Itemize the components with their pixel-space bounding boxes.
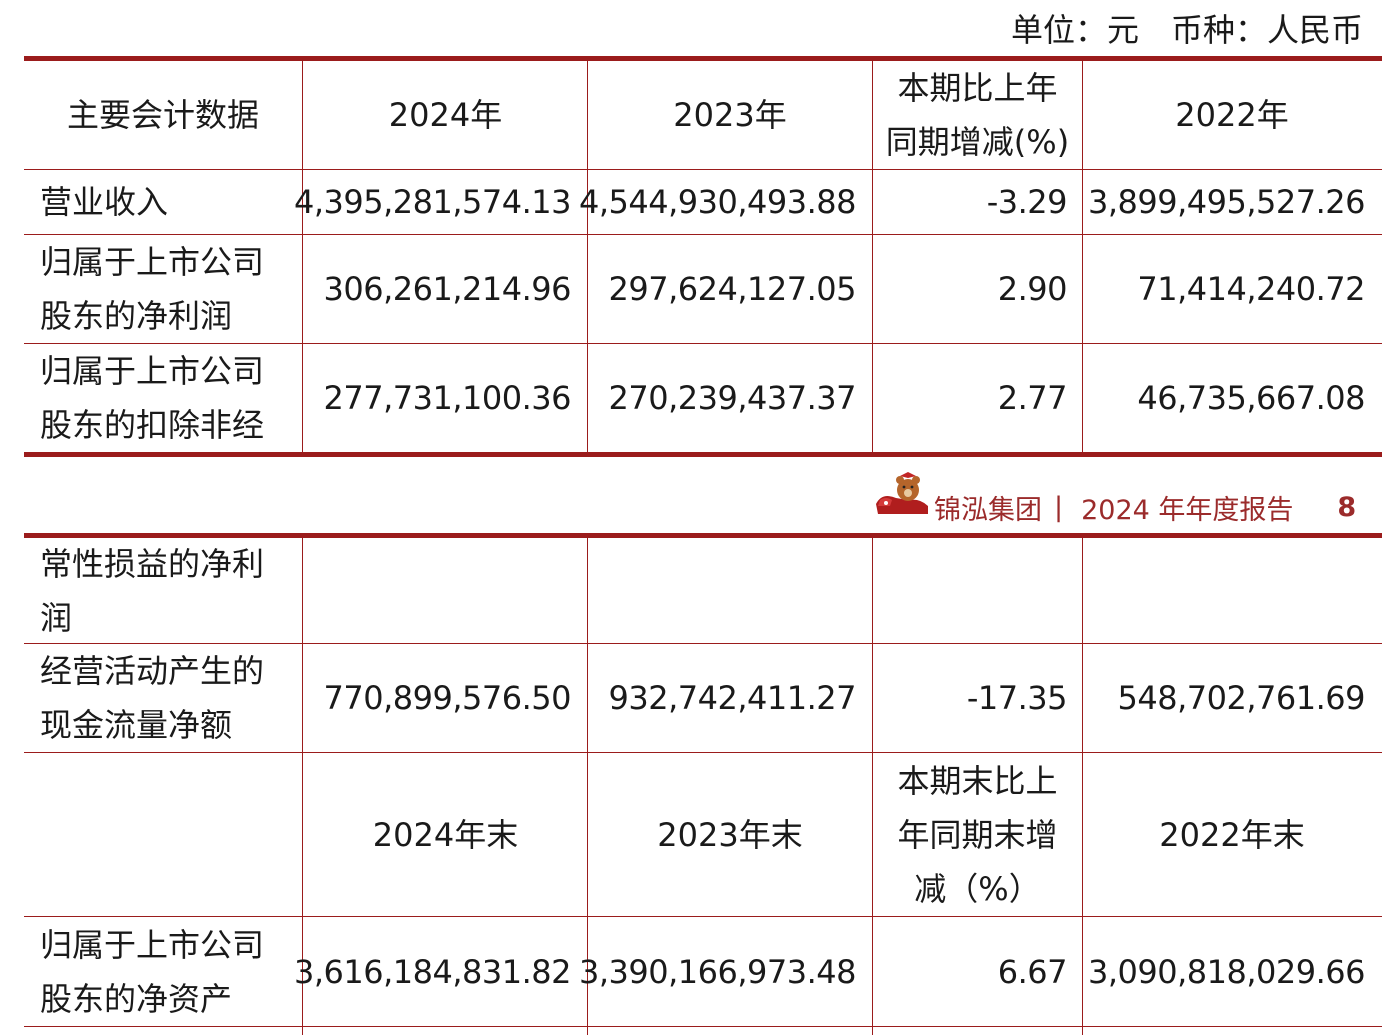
- revenue-2024: 4,395,281,574.13: [294, 183, 572, 221]
- net-assets-2022: 3,090,818,029.66: [1088, 952, 1366, 991]
- deducted-profit-2024: 277,731,100.36: [323, 379, 572, 417]
- deducted-profit-2023: 270,239,437.37: [608, 379, 857, 417]
- table-top-rule: [24, 533, 1382, 538]
- row-divider: [24, 643, 1382, 644]
- table-top-rule: [24, 56, 1382, 61]
- row-divider: [24, 752, 1382, 753]
- revenue-change: -3.29: [986, 183, 1068, 221]
- footer-report-title: 2024 年年度报告: [1081, 494, 1294, 526]
- net-assets-change: 6.67: [997, 952, 1068, 991]
- row-label-deducted-net-profit: 归属于上市公司 股东的扣除非经: [40, 352, 265, 444]
- footer-company: 锦泓集团: [934, 494, 1042, 526]
- column-divider: [302, 61, 303, 452]
- page-footer: 锦泓集团 | 2024 年年度报告 8: [934, 484, 1356, 530]
- row-divider: [24, 1026, 1382, 1027]
- row-label-net-assets: 归属于上市公司 股东的净资产: [40, 925, 265, 1018]
- cash-flow-2023: 932,742,411.27: [608, 679, 857, 717]
- net-assets-2024: 3,616,184,831.82: [294, 952, 572, 991]
- deducted-profit-change: 2.77: [997, 379, 1068, 417]
- net-profit-2022: 71,414,240.72: [1137, 270, 1365, 308]
- unit-currency-note: 单位：元 币种：人民币: [1010, 11, 1363, 49]
- cash-flow-2024: 770,899,576.50: [323, 679, 572, 717]
- row-label-deducted-continued: 常性损益的净利润: [40, 544, 265, 637]
- header-2024: 2024年: [388, 96, 503, 134]
- table-bottom-rule: [24, 452, 1382, 457]
- cash-flow-2022: 548,702,761.69: [1117, 679, 1366, 717]
- row-label-operating-cash-flow: 经营活动产生的 现金流量净额: [40, 652, 265, 744]
- header-2024-end: 2024年末: [372, 815, 519, 854]
- cash-flow-change: -17.35: [966, 679, 1068, 717]
- net-profit-2023: 297,624,127.05: [608, 270, 857, 308]
- column-divider: [872, 538, 873, 1035]
- column-divider: [302, 538, 303, 1035]
- header-2023-end: 2023年末: [657, 815, 803, 854]
- column-divider: [872, 61, 873, 452]
- header-2022: 2022年: [1175, 96, 1289, 134]
- column-divider: [587, 538, 588, 1035]
- header-main-data: 主要会计数据: [66, 96, 259, 134]
- net-assets-2023: 3,390,166,973.48: [579, 952, 857, 991]
- row-label-revenue: 营业收入: [40, 183, 169, 221]
- row-label-net-profit: 归属于上市公司 股东的净利润: [40, 243, 265, 335]
- column-divider: [587, 61, 588, 452]
- header-2023: 2023年: [673, 96, 787, 134]
- page-number: 8: [1337, 491, 1357, 523]
- row-divider: [24, 234, 1382, 235]
- net-profit-2024: 306,261,214.96: [323, 270, 572, 308]
- header-2022-end: 2022年末: [1159, 815, 1305, 854]
- bear-mascot-logo-icon: [876, 472, 928, 514]
- row-divider: [24, 343, 1382, 344]
- row-divider: [24, 916, 1382, 917]
- footer-separator: |: [1054, 491, 1064, 523]
- net-profit-change: 2.90: [997, 270, 1068, 308]
- header-yoy-end-change: 本期末比上 年同期末增 减（%）: [897, 761, 1058, 908]
- column-divider: [1082, 538, 1083, 1035]
- row-divider: [24, 169, 1382, 170]
- header-yoy-change: 本期比上年 同期增减(%): [885, 69, 1070, 161]
- revenue-2023: 4,544,930,493.88: [579, 183, 857, 221]
- column-divider: [1082, 61, 1083, 452]
- revenue-2022: 3,899,495,527.26: [1088, 183, 1366, 221]
- deducted-profit-2022: 46,735,667.08: [1137, 379, 1365, 417]
